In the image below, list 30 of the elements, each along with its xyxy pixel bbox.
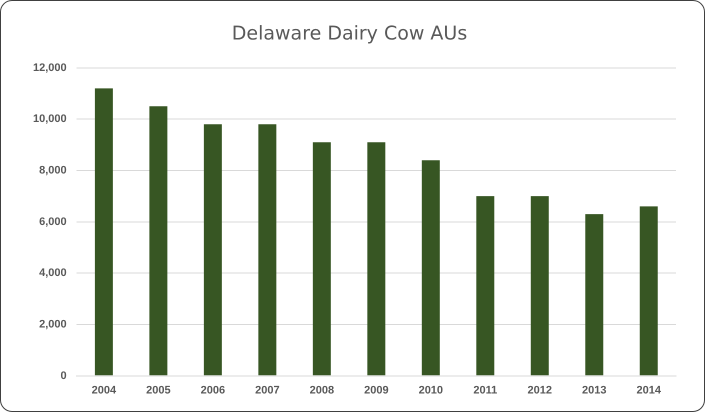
y-tick-label: 12,000 — [32, 62, 67, 74]
bar — [530, 196, 549, 376]
x-tick-label: 2012 — [528, 384, 552, 396]
x-tick-label: 2014 — [636, 384, 662, 396]
bar — [640, 206, 658, 376]
y-tick-label: 8,000 — [39, 164, 67, 176]
x-tick-label: 2013 — [582, 384, 607, 396]
bar — [312, 142, 331, 376]
chart-title: Delaware Dairy Cow AUs — [232, 22, 468, 44]
bar — [585, 214, 604, 376]
bar — [367, 142, 386, 376]
bar — [422, 160, 440, 376]
x-tick-label: 2008 — [310, 384, 334, 396]
y-tick-label: 0 — [60, 370, 67, 382]
x-tick-label: 2005 — [146, 384, 171, 396]
bar — [94, 88, 113, 376]
x-tick-label: 2009 — [364, 384, 389, 396]
x-tick-label: 2004 — [92, 384, 117, 396]
y-tick-label: 4,000 — [39, 267, 67, 280]
y-tick-label: 10,000 — [32, 113, 67, 126]
y-tick-label: 6,000 — [39, 216, 67, 228]
bar — [476, 196, 494, 376]
x-tick-label: 2007 — [255, 384, 280, 396]
x-tick-label: 2010 — [418, 384, 444, 396]
x-tick-label: 2006 — [200, 384, 226, 396]
x-tick-label: 2011 — [473, 384, 498, 396]
bar — [258, 124, 276, 376]
bar — [204, 124, 222, 376]
bar — [149, 106, 168, 376]
y-tick-label: 2,000 — [39, 318, 67, 330]
